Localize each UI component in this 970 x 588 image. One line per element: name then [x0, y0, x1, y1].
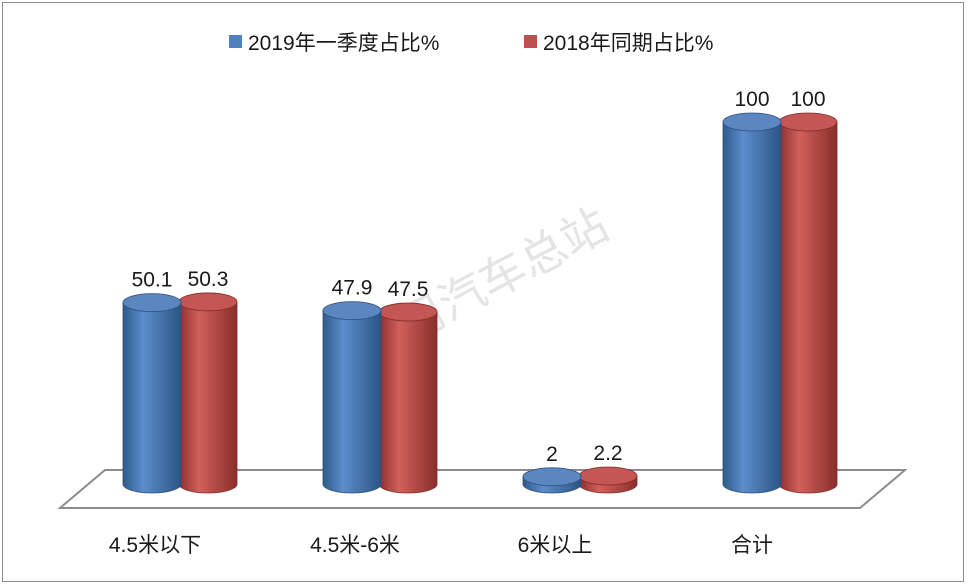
bar-body: [122, 302, 182, 494]
legend-swatch-2019: [229, 35, 242, 48]
data-label: 100: [734, 88, 769, 111]
bar-body: [778, 121, 838, 494]
category-label: 4.5米以下: [109, 534, 201, 557]
bar-cylinder: [122, 293, 182, 494]
bar-top: [178, 292, 238, 312]
bars: [122, 112, 838, 494]
legend: 2019年一季度占比% 2018年同期占比%: [229, 32, 713, 55]
data-label: 2.2: [593, 442, 622, 465]
bar-cylinder: [722, 112, 782, 494]
bar-top: [778, 112, 838, 132]
bar-body: [722, 121, 782, 494]
bar-cylinder: [578, 466, 638, 494]
bar-cylinder: [178, 292, 238, 494]
data-label: 100: [790, 88, 825, 111]
category-label: 6米以上: [518, 534, 593, 557]
x-axis-labels: 4.5米以下 4.5米-6米 6米以上 合计: [109, 534, 773, 557]
bar-top: [322, 301, 382, 321]
bar-body: [322, 310, 382, 494]
bar-cylinder: [522, 467, 582, 494]
data-label: 50.3: [188, 268, 229, 291]
bar-top: [378, 302, 438, 322]
data-label: 2: [546, 443, 558, 466]
legend-swatch-2018: [524, 35, 537, 48]
legend-label-2018: 2018年同期占比%: [543, 32, 713, 55]
category-label: 4.5米-6米: [310, 534, 400, 557]
bar-top: [722, 112, 782, 132]
bar-top: [122, 293, 182, 313]
bar-cylinder: [778, 112, 838, 494]
data-label: 47.5: [388, 278, 429, 301]
bar-cylinder: [378, 302, 438, 494]
data-label: 50.1: [132, 269, 173, 292]
chart-floor: [57, 469, 908, 509]
data-label: 47.9: [332, 277, 373, 300]
bar-body: [378, 311, 438, 494]
bar-top: [578, 466, 638, 486]
bar-body: [178, 301, 238, 494]
data-labels: 50.1 50.3 47.9 47.5 2 2.2 100 100: [132, 88, 826, 466]
category-label: 合计: [731, 534, 773, 557]
legend-label-2019: 2019年一季度占比%: [248, 32, 439, 55]
bar-top: [522, 467, 582, 487]
bar-cylinder: [322, 301, 382, 494]
